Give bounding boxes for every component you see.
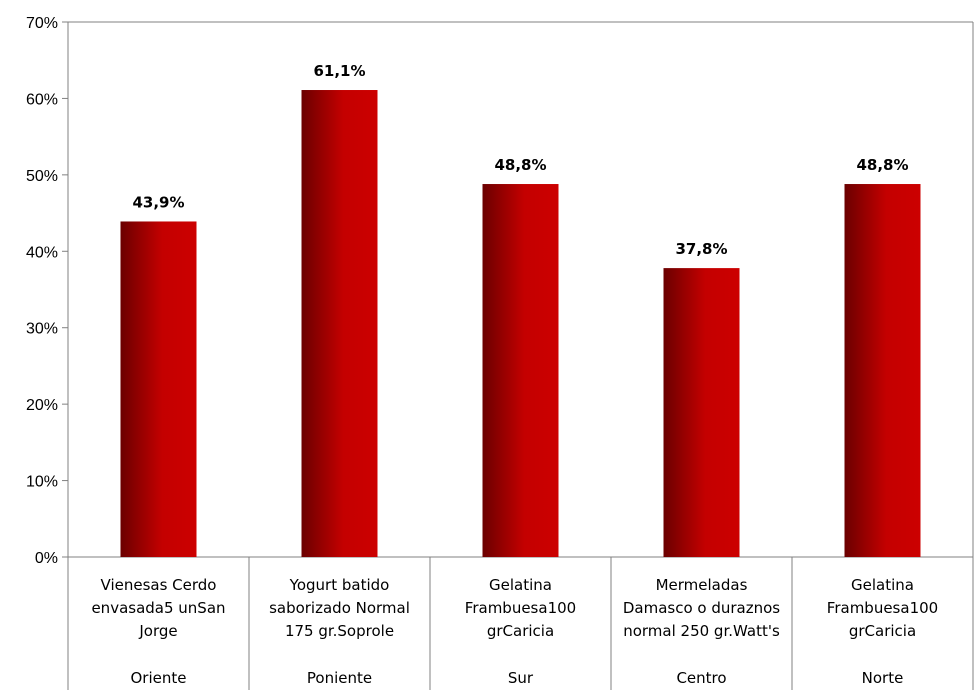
category-product-label: Damasco o duraznos	[623, 599, 780, 617]
data-label: 43,9%	[132, 193, 184, 211]
data-labels: 43,9% 61,1% 48,8% 37,8% 48,8%	[132, 62, 908, 258]
y-tick-label: 60%	[26, 91, 58, 108]
axes: 0% 10% 20% 30% 40% 50% 60% 70%	[26, 15, 974, 690]
y-tick-label: 30%	[26, 321, 58, 338]
category-labels: Vienesas Cerdo envasada5 unSan Jorge Orient…	[91, 576, 938, 687]
bar	[844, 184, 921, 557]
bar	[482, 184, 559, 557]
category-region-label: Centro	[676, 669, 726, 687]
category-region-label: Norte	[862, 669, 904, 687]
bar	[120, 221, 197, 557]
category-product-label: Frambuesa100	[827, 599, 938, 617]
data-label: 48,8%	[494, 156, 546, 174]
y-tick-label: 20%	[26, 397, 58, 414]
bar	[663, 268, 740, 557]
y-tick-label: 40%	[26, 244, 58, 261]
data-label: 37,8%	[675, 240, 727, 258]
category-product-label: Mermeladas	[656, 576, 748, 594]
data-label: 48,8%	[856, 156, 908, 174]
bars	[120, 90, 921, 558]
category-region-label: Poniente	[307, 669, 372, 687]
category-product-label: saborizado Normal	[269, 599, 410, 617]
category-product-label: grCaricia	[487, 622, 554, 640]
bar	[301, 90, 378, 558]
y-tick-label: 70%	[26, 15, 58, 32]
category-product-label: Gelatina	[851, 576, 914, 594]
category-product-label: Vienesas Cerdo	[101, 576, 217, 594]
category-product-label: envasada5 unSan	[91, 599, 225, 617]
category-product-label: Jorge	[138, 622, 177, 640]
category-region-label: Sur	[508, 669, 534, 687]
category-region-label: Oriente	[131, 669, 187, 687]
y-tick-label: 0%	[35, 550, 58, 567]
category-product-label: 175 gr.Soprole	[285, 622, 394, 640]
category-product-label: Frambuesa100	[465, 599, 576, 617]
data-label: 61,1%	[313, 62, 365, 80]
y-tick-label: 50%	[26, 168, 58, 185]
category-product-label: Yogurt batido	[289, 576, 390, 594]
category-product-label: Gelatina	[489, 576, 552, 594]
category-product-label: normal 250 gr.Watt's	[623, 622, 780, 640]
y-tick-label: 10%	[26, 474, 58, 491]
category-product-label: grCaricia	[849, 622, 916, 640]
